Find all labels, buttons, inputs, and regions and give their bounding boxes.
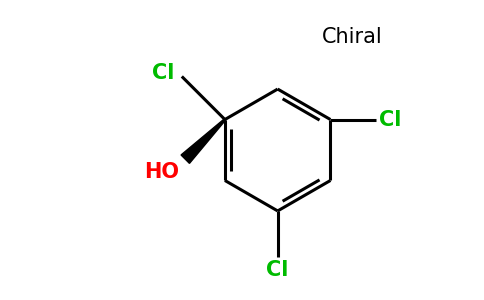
Polygon shape [181,119,226,164]
Text: HO: HO [144,162,179,182]
Text: Cl: Cl [267,260,289,280]
Text: Cl: Cl [152,64,174,83]
Text: Chiral: Chiral [321,27,382,47]
Text: Cl: Cl [379,110,402,130]
